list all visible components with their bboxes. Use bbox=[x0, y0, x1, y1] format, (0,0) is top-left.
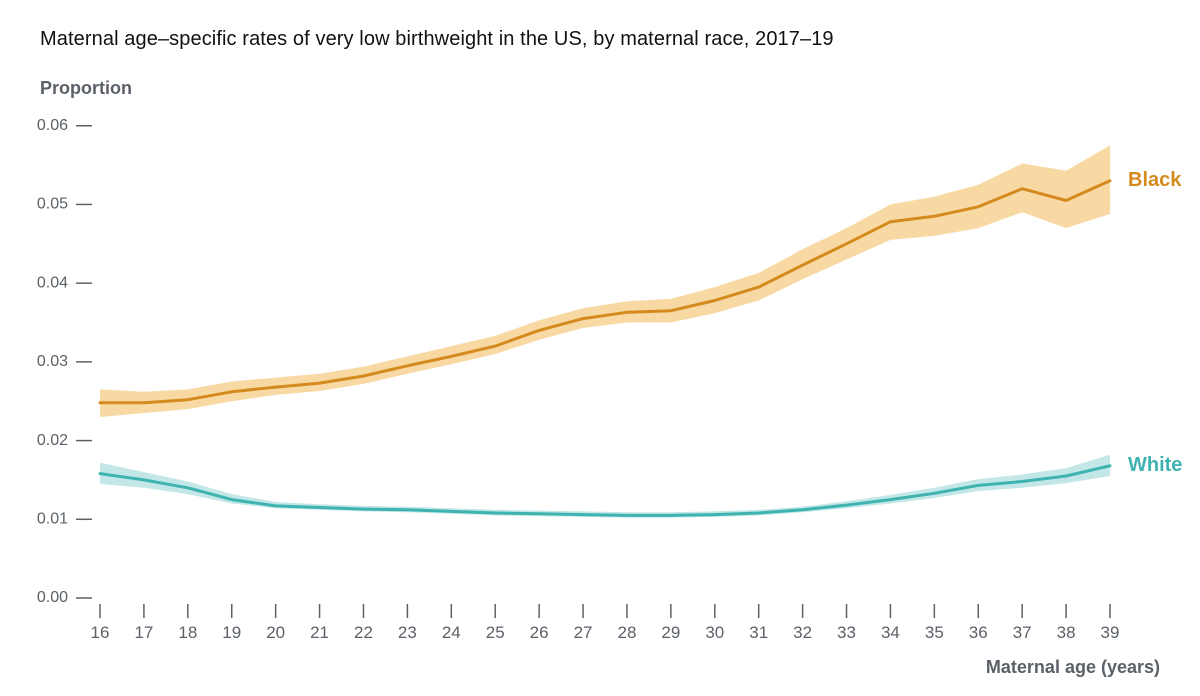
x-tick-label: 37 bbox=[1013, 623, 1032, 642]
x-tick-label: 36 bbox=[969, 623, 988, 642]
x-tick-label: 21 bbox=[310, 623, 329, 642]
x-tick-label: 27 bbox=[574, 623, 593, 642]
x-tick-label: 28 bbox=[617, 623, 636, 642]
x-tick-label: 32 bbox=[793, 623, 812, 642]
y-tick-label: 0.05 bbox=[37, 196, 68, 213]
x-tick-label: 25 bbox=[486, 623, 505, 642]
x-tick-label: 38 bbox=[1057, 623, 1076, 642]
x-tick-label: 29 bbox=[661, 623, 680, 642]
y-tick-label: 0.00 bbox=[37, 589, 68, 606]
x-tick-label: 16 bbox=[91, 623, 110, 642]
series-label-white: White bbox=[1128, 454, 1182, 476]
y-tick-label: 0.03 bbox=[37, 353, 68, 370]
x-tick-label: 31 bbox=[749, 623, 768, 642]
x-tick-label: 22 bbox=[354, 623, 373, 642]
series-band-black bbox=[100, 145, 1110, 417]
x-tick-label: 35 bbox=[925, 623, 944, 642]
chart-container: Maternal age–specific rates of very low … bbox=[0, 0, 1200, 696]
x-tick-label: 39 bbox=[1101, 623, 1120, 642]
y-tick-label: 0.01 bbox=[37, 511, 68, 528]
x-tick-label: 23 bbox=[398, 623, 417, 642]
y-tick-label: 0.02 bbox=[37, 432, 68, 449]
x-tick-label: 30 bbox=[705, 623, 724, 642]
x-tick-label: 34 bbox=[881, 623, 900, 642]
x-tick-label: 19 bbox=[222, 623, 241, 642]
y-tick-label: 0.06 bbox=[37, 117, 68, 134]
x-tick-label: 33 bbox=[837, 623, 856, 642]
y-tick-label: 0.04 bbox=[37, 274, 68, 291]
x-tick-label: 20 bbox=[266, 623, 285, 642]
chart-svg: 0.00 0.01 0.02 0.03 0.04 0.05 0.06 16 17 18 19 20 21… bbox=[0, 0, 1200, 696]
x-tick-label: 17 bbox=[134, 623, 153, 642]
series-label-black: Black bbox=[1128, 169, 1182, 191]
x-tick-label: 18 bbox=[178, 623, 197, 642]
x-tick-label: 24 bbox=[442, 623, 461, 642]
x-tick-label: 26 bbox=[530, 623, 549, 642]
series-band-white bbox=[100, 455, 1110, 518]
